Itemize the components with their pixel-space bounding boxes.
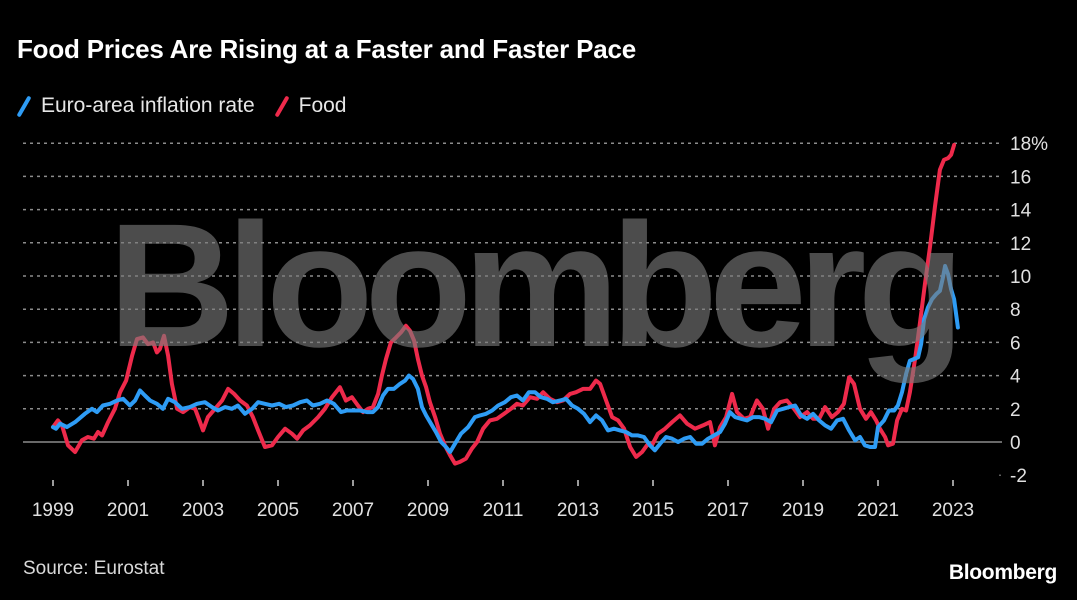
x-tick-label: 2003: [182, 500, 224, 521]
x-tick-label: 2005: [257, 500, 299, 521]
y-tick-label: 10: [1010, 267, 1031, 288]
source-note: Source: Eurostat: [23, 558, 165, 579]
y-tick-label: 16: [1010, 167, 1031, 188]
y-tick-label: -2: [1010, 466, 1027, 487]
x-tick-label: 2001: [107, 500, 149, 521]
y-tick-label: 8: [1010, 300, 1021, 321]
gridline-end-dot: [999, 474, 1001, 477]
x-tick-label: 2013: [557, 500, 599, 521]
x-axis: 1999 2001 2003 2005 2007 2009 2011 2013 2015 2017…: [32, 480, 974, 521]
x-tick-label: 2007: [332, 500, 374, 521]
y-tick-label: 2: [1010, 400, 1021, 421]
y-tick-label: 4: [1010, 367, 1021, 388]
legend-item-food: Food: [275, 94, 347, 118]
legend-label-inflation: Euro-area inflation rate: [41, 94, 255, 117]
series-line-food: [51, 142, 957, 466]
y-axis: 18% 16 14 12 10 8 6 4 2 0 -2: [1010, 134, 1048, 487]
series-lines: [51, 142, 960, 466]
x-tick-label: 2023: [932, 500, 974, 521]
y-tick-label: 6: [1010, 333, 1021, 354]
x-tick-label: 2011: [483, 500, 524, 521]
x-tick-label: 1999: [32, 500, 74, 521]
chart-title: Food Prices Are Rising at a Faster and F…: [17, 34, 637, 64]
x-tick-label: 2021: [857, 500, 899, 521]
legend-item-inflation: Euro-area inflation rate: [17, 94, 255, 118]
brand-logo: Bloomberg: [948, 561, 1057, 584]
series-line-inflation: [51, 264, 960, 454]
x-tick-label: 2017: [707, 500, 749, 521]
y-tick-label: 14: [1010, 201, 1032, 222]
x-tick-label: 2019: [782, 500, 824, 521]
y-tick-label: 12: [1010, 234, 1031, 255]
x-tick-label: 2015: [632, 500, 674, 521]
y-tick-label: 18%: [1010, 134, 1048, 155]
x-tick-label: 2009: [407, 500, 449, 521]
y-tick-label: 0: [1010, 433, 1021, 454]
watermark: Bloomberg: [108, 188, 956, 384]
legend: Euro-area inflation rate Food: [17, 94, 367, 118]
legend-label-food: Food: [298, 94, 347, 117]
